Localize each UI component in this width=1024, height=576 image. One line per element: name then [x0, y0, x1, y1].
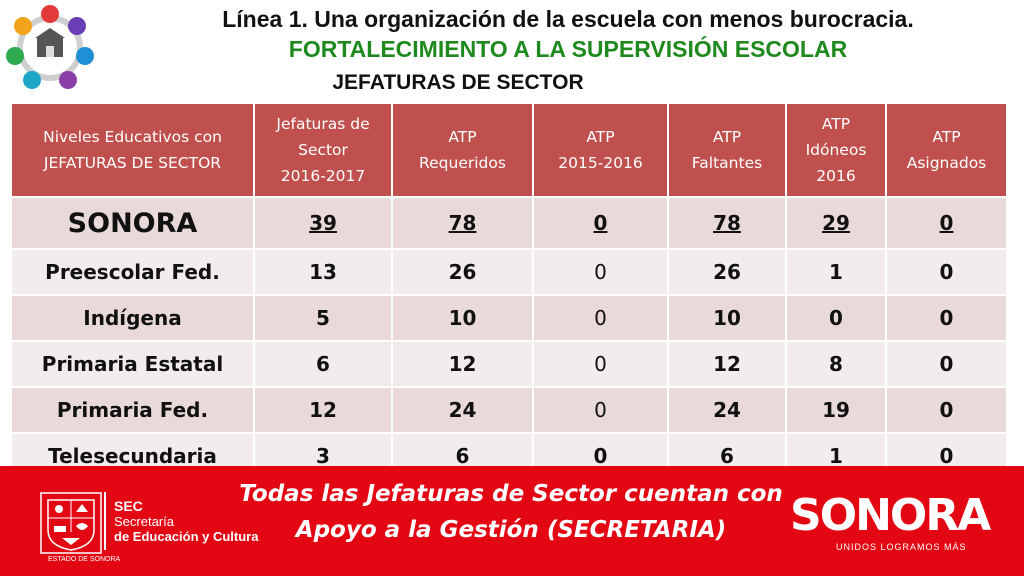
row-label: Primaria Fed. [10, 386, 255, 434]
cell-atp-faltantes: 78 [667, 196, 787, 250]
column-header-atp-requeridos: ATP Requeridos [391, 102, 534, 198]
logo-divider [104, 492, 106, 550]
cell-atp-requeridos: 24 [391, 386, 534, 434]
row-label: Indígena [10, 294, 255, 342]
estado-label: ESTADO DE SONORA [48, 556, 121, 563]
footer-message-line-2: Apoyo a la Gestión (SECRETARIA) [295, 517, 727, 543]
footer-message: Todas las Jefaturas de Sector cuentan co… [226, 476, 796, 548]
table-row: Indígena 5 10 0 10 0 0 [10, 294, 1008, 342]
footer-message-line-1: Todas las Jefaturas de Sector cuentan co… [239, 481, 783, 507]
row-label: Primaria Estatal [10, 340, 255, 388]
cell-atp-requeridos: 78 [391, 196, 534, 250]
table-caption: JEFATURAS DE SECTOR [332, 71, 584, 94]
brand-slogan: UNIDOS LOGRAMOS MÁS [836, 542, 967, 552]
cell-jefaturas: 12 [253, 386, 393, 434]
cell-atp-faltantes: 24 [667, 386, 787, 434]
cell-atp-2015-2016: 0 [532, 248, 669, 296]
cell-atp-asignados: 0 [885, 340, 1008, 388]
cell-atp-2015-2016: 0 [532, 196, 669, 250]
atp-table: Niveles Educativos con JEFATURAS DE SECT… [10, 102, 1008, 480]
cell-atp-idoneos: 29 [785, 196, 887, 250]
cell-atp-2015-2016: 0 [532, 340, 669, 388]
cell-atp-faltantes: 10 [667, 294, 787, 342]
sec-line-2: de Educación y Cultura [114, 529, 259, 544]
sonora-brand-logo: SONORA UNIDOS LOGRAMOS MÁS [790, 490, 991, 553]
cell-jefaturas: 39 [253, 196, 393, 250]
cell-jefaturas: 13 [253, 248, 393, 296]
table-header-row: Niveles Educativos con JEFATURAS DE SECT… [10, 102, 1008, 198]
table-row: Primaria Estatal 6 12 0 12 8 0 [10, 340, 1008, 388]
sec-wordmark: SEC Secretaría de Educación y Cultura [114, 498, 258, 544]
cell-atp-idoneos: 8 [785, 340, 887, 388]
column-header-atp-2015-2016: ATP 2015-2016 [532, 102, 669, 198]
footer-band: ESTADO DE SONORA SEC Secretaría de Educa… [0, 466, 1024, 576]
cell-jefaturas: 6 [253, 340, 393, 388]
column-header-jefaturas: Jefaturas de Sector 2016-2017 [253, 102, 393, 198]
school-program-wheel-icon [6, 5, 94, 89]
cell-atp-asignados: 0 [885, 294, 1008, 342]
estado-sonora-shield-icon [40, 492, 102, 554]
column-header-niveles: Niveles Educativos con JEFATURAS DE SECT… [10, 102, 255, 198]
cell-atp-requeridos: 12 [391, 340, 534, 388]
sec-line-1: Secretaría [114, 514, 174, 529]
cell-atp-idoneos: 1 [785, 248, 887, 296]
cell-atp-faltantes: 26 [667, 248, 787, 296]
column-header-atp-asignados: ATP Asignados [885, 102, 1008, 198]
column-header-atp-idoneos: ATP Idóneos 2016 [785, 102, 887, 198]
brand-wordmark: SONORA [790, 490, 991, 541]
table-row: Preescolar Fed. 13 26 0 26 1 0 [10, 248, 1008, 296]
table-row: Primaria Fed. 12 24 0 24 19 0 [10, 386, 1008, 434]
cell-atp-requeridos: 10 [391, 294, 534, 342]
cell-atp-requeridos: 26 [391, 248, 534, 296]
cell-atp-idoneos: 19 [785, 386, 887, 434]
cell-atp-idoneos: 0 [785, 294, 887, 342]
column-header-atp-faltantes: ATP Faltantes [667, 102, 787, 198]
slide-title: Línea 1. Una organización de la escuela … [222, 6, 914, 32]
sec-acronym: SEC [114, 498, 143, 514]
table-row-total: SONORA 39 78 0 78 29 0 [10, 196, 1008, 250]
cell-atp-asignados: 0 [885, 386, 1008, 434]
cell-atp-2015-2016: 0 [532, 386, 669, 434]
cell-atp-asignados: 0 [885, 248, 1008, 296]
cell-jefaturas: 5 [253, 294, 393, 342]
cell-atp-2015-2016: 0 [532, 294, 669, 342]
row-label: Preescolar Fed. [10, 248, 255, 296]
cell-atp-faltantes: 12 [667, 340, 787, 388]
row-label: SONORA [10, 196, 255, 250]
slide-subtitle: FORTALECIMIENTO A LA SUPERVISIÓN ESCOLAR [288, 36, 848, 62]
cell-atp-asignados: 0 [885, 196, 1008, 250]
